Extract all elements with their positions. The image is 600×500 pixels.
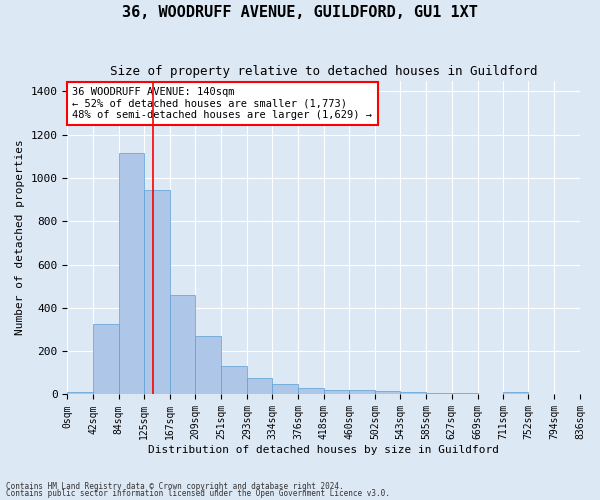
Bar	[400, 392, 426, 394]
Bar	[93, 324, 119, 394]
Bar	[375, 390, 400, 394]
Bar	[119, 153, 144, 394]
Bar	[247, 378, 272, 394]
Text: 36 WOODRUFF AVENUE: 140sqm
← 52% of detached houses are smaller (1,773)
48% of s: 36 WOODRUFF AVENUE: 140sqm ← 52% of deta…	[73, 87, 373, 120]
Bar	[349, 390, 375, 394]
Text: Contains public sector information licensed under the Open Government Licence v3: Contains public sector information licen…	[6, 490, 390, 498]
Y-axis label: Number of detached properties: Number of detached properties	[15, 140, 25, 336]
Bar	[67, 392, 93, 394]
Bar	[503, 392, 529, 394]
Text: 36, WOODRUFF AVENUE, GUILDFORD, GU1 1XT: 36, WOODRUFF AVENUE, GUILDFORD, GU1 1XT	[122, 5, 478, 20]
Bar	[196, 336, 221, 394]
Bar	[323, 390, 349, 394]
Bar	[272, 384, 298, 394]
Title: Size of property relative to detached houses in Guildford: Size of property relative to detached ho…	[110, 65, 538, 78]
Bar	[170, 295, 196, 394]
Bar	[144, 190, 170, 394]
Text: Contains HM Land Registry data © Crown copyright and database right 2024.: Contains HM Land Registry data © Crown c…	[6, 482, 344, 491]
X-axis label: Distribution of detached houses by size in Guildford: Distribution of detached houses by size …	[148, 445, 499, 455]
Bar	[426, 392, 452, 394]
Bar	[298, 388, 323, 394]
Bar	[221, 366, 247, 394]
